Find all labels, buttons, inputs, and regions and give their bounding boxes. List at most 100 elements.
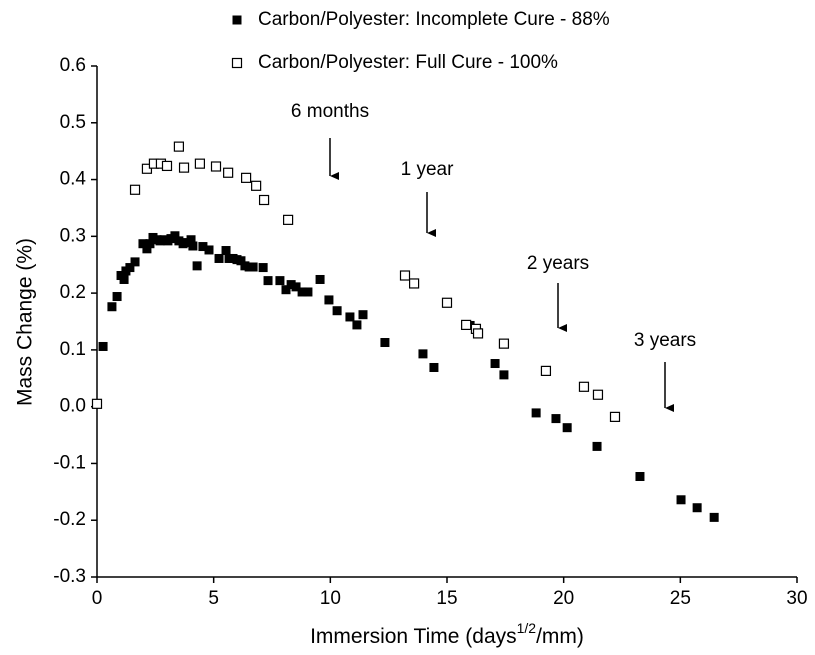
annotation: 2 years: [527, 253, 589, 274]
x-axis-label: Immersion Time (days1/2/mm): [310, 620, 584, 648]
point: [409, 278, 420, 289]
point: [91, 398, 103, 409]
point: [540, 365, 552, 376]
point: [418, 349, 428, 359]
point: [709, 512, 719, 522]
point: [223, 167, 234, 178]
point: [248, 262, 258, 272]
x-axis-label-part: Immersion Time (days: [310, 625, 517, 648]
point: [275, 276, 285, 286]
y-tick-label: 0.2: [60, 282, 86, 303]
point: [129, 184, 141, 195]
annotation: 1 year: [401, 159, 454, 180]
x-tick-label: 30: [786, 588, 807, 609]
x-tick-label: 0: [92, 588, 103, 609]
x-tick-label: 5: [208, 588, 219, 609]
x-tick-label: 15: [436, 588, 457, 609]
point: [399, 270, 411, 281]
y-tick-label: 0.5: [60, 112, 86, 133]
point: [592, 441, 602, 451]
point: [352, 320, 362, 330]
point: [592, 389, 604, 400]
point: [472, 328, 484, 339]
point: [98, 341, 108, 351]
point: [441, 297, 453, 308]
point: [358, 310, 368, 320]
point: [161, 160, 173, 172]
point: [194, 158, 205, 169]
point: [251, 180, 262, 191]
y-tick-label: 0.6: [60, 55, 86, 76]
y-tick-label: -0.2: [53, 509, 86, 530]
point: [578, 381, 590, 392]
y-axis-label: Mass Change (%): [14, 238, 37, 406]
point: [112, 292, 122, 302]
point: [676, 495, 686, 505]
x-tick-label: 25: [670, 588, 691, 609]
point: [490, 359, 500, 369]
point: [188, 241, 198, 251]
point: [286, 280, 296, 290]
legend-label: Carbon/Polyester: Incomplete Cure - 88%: [258, 9, 610, 30]
point: [241, 172, 252, 183]
point: [461, 319, 472, 331]
point: [635, 472, 645, 482]
point: [107, 302, 117, 312]
x-axis-label-part: /mm): [536, 625, 584, 648]
y-tick-label: 0.4: [60, 169, 87, 190]
point: [692, 503, 702, 513]
point: [192, 261, 202, 271]
y-tick-label: 0.0: [60, 396, 86, 417]
point: [173, 141, 184, 152]
x-tick-label: 20: [553, 588, 574, 609]
point: [429, 362, 439, 372]
point: [204, 245, 214, 255]
point: [236, 256, 246, 266]
y-tick-label: -0.3: [53, 566, 86, 587]
point: [258, 263, 268, 273]
point: [297, 287, 307, 297]
point: [531, 408, 541, 418]
point: [609, 411, 621, 422]
point: [332, 306, 342, 316]
point: [551, 414, 561, 424]
point: [562, 423, 572, 433]
point: [221, 246, 231, 256]
point: [198, 242, 208, 252]
y-tick-label: -0.1: [53, 452, 86, 473]
point: [125, 263, 135, 273]
point: [186, 235, 196, 245]
point: [263, 276, 273, 286]
point: [345, 312, 355, 322]
y-tick-label: 0.3: [60, 225, 86, 246]
x-tick-label: 10: [320, 588, 341, 609]
legend-marker: [231, 57, 243, 69]
point: [324, 295, 334, 305]
legend-label: Carbon/Polyester: Full Cure - 100%: [258, 52, 558, 73]
annotation: 3 years: [634, 330, 696, 351]
annotation: 6 months: [291, 101, 369, 122]
point: [130, 257, 140, 267]
point: [283, 214, 294, 225]
point: [499, 370, 509, 380]
point: [119, 274, 129, 284]
point: [380, 338, 390, 348]
point: [141, 163, 153, 174]
point: [498, 338, 510, 349]
y-tick-label: 0.1: [60, 339, 86, 360]
point: [145, 239, 155, 249]
point: [303, 287, 313, 297]
point: [138, 239, 148, 249]
legend-marker: [232, 15, 242, 25]
point: [214, 253, 224, 263]
point: [258, 194, 270, 206]
point: [210, 161, 222, 172]
point: [142, 244, 152, 254]
x-axis-label-sup: 1/2: [517, 620, 537, 636]
point: [281, 285, 291, 295]
point: [291, 282, 301, 292]
point: [170, 231, 180, 241]
point: [315, 274, 325, 284]
point: [178, 162, 190, 173]
